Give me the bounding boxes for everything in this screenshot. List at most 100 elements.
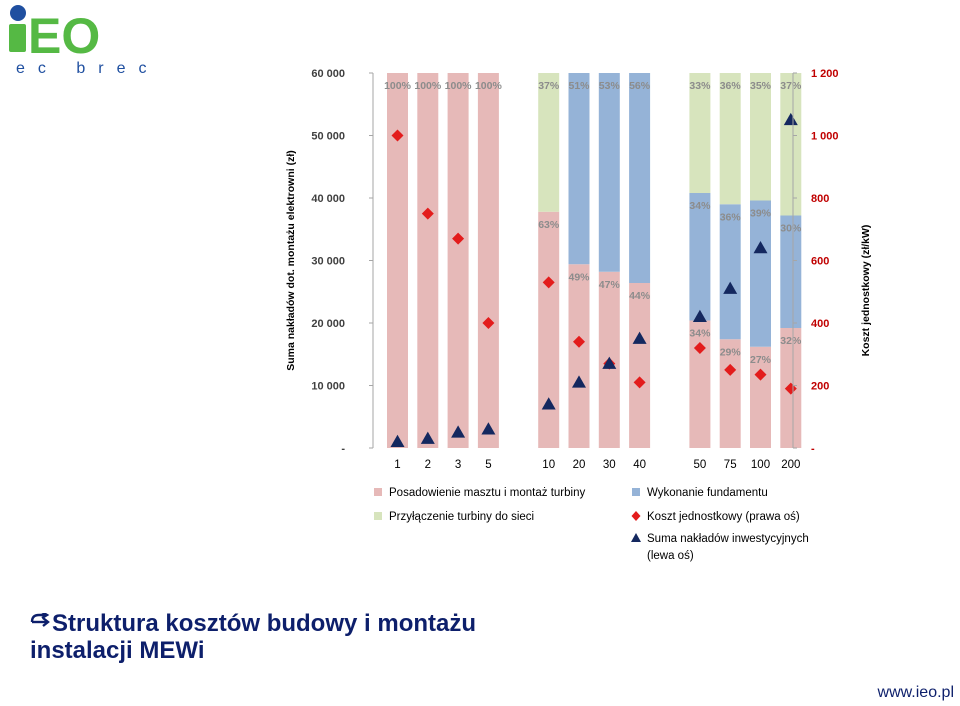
logo-subtitle: ec brec [16,60,160,77]
legend-label: Wykonanie fundamentu [647,487,768,499]
bar-segment [477,73,499,448]
logo-letters: EO [28,8,100,62]
bar-segment [719,204,741,340]
left-tick-label: 10 000 [311,381,345,393]
segment-label: 63% [538,219,560,231]
right-tick-label: 1 000 [811,131,839,143]
segment-labels-layer: 100% 100% 100% 100%63%37%49%51%47%53%44%56%… [384,80,802,366]
legend: Posadowienie masztu i montaż turbiny Wyko… [374,487,809,562]
segment-label: 35% [750,80,772,92]
bar-segment [568,73,590,265]
bar-segment [750,200,771,347]
bar-segment [387,73,408,448]
segment-label: 34% [689,200,711,212]
category-label: 75 [724,459,737,471]
legend-label: (lewa oś) [647,550,694,562]
category-label: 2 [425,459,431,471]
bar-segment [750,73,771,201]
bar-segment [689,193,711,321]
legend-swatch [374,488,382,496]
total-investment-marker [632,331,647,344]
unit-cost-marker [452,232,465,245]
segment-label: 36% [720,211,742,223]
left-tick-label: 50 000 [311,131,345,143]
bar-segment [689,73,711,193]
bar-segment [719,339,741,448]
website-link[interactable]: www.ieo.pl [877,684,954,701]
right-tick-label: 200 [811,381,829,393]
bar-segment [780,73,802,216]
legend-swatch [632,488,640,496]
bar-segment [629,283,651,448]
category-label: 3 [455,459,461,471]
total-investment-marker [783,112,798,126]
total-investment-marker [602,356,617,369]
category-label: 5 [485,459,491,471]
segment-label: 36% [720,80,742,92]
segment-label: 29% [720,346,742,358]
legend-label: Koszt jednostkowy (prawa oś) [647,511,800,523]
unit-cost-marker [754,368,767,381]
bar-segment [598,73,620,272]
bar-segment [689,320,711,448]
total-investment-marker [723,281,738,294]
segment-label: 39% [750,208,772,220]
total-investment-marker [692,309,707,322]
total-investment-marker [541,397,556,410]
legend-triangle-icon [631,533,641,542]
unit-cost-marker [633,376,646,389]
category-label: 1 [394,459,400,471]
markers-layer [390,112,798,447]
total-investment-marker [420,431,435,444]
legend-label: Posadowienie masztu i montaż turbiny [389,487,585,499]
bar-segment [780,215,802,328]
bar-segment [538,211,560,448]
unit-cost-marker [724,363,737,376]
unit-cost-marker [482,317,495,329]
bars-layer [387,73,802,448]
left-tick-label: 60 000 [311,68,345,80]
segment-label: 49% [568,271,590,283]
caption-line-2: instalacji MEWi [30,637,205,664]
cost-structure-chart: 100% 100% 100% 100%63%37%49%51%47%53%44%56%… [285,68,872,562]
bar-segment [629,73,651,283]
unit-cost-marker [693,342,706,354]
bar-segment [417,73,439,448]
total-investment-marker [390,434,405,447]
right-tick-label: 1 200 [811,68,839,80]
unit-cost-marker [391,129,404,142]
segment-label: 51% [568,80,590,92]
ieo-logo-mark: EO [9,5,100,64]
segment-label: 32% [780,335,802,347]
left-tick-label: 30 000 [311,256,345,268]
arrow-bullet-icon [30,610,52,637]
bar-segment [750,346,771,448]
segment-label: 30% [780,223,802,235]
total-investment-marker [481,422,496,435]
segment-label: 100% [445,80,473,92]
unit-cost-marker [542,276,555,289]
total-investment-marker [753,241,768,254]
bar-segment [719,73,741,205]
segment-label: 100% [414,80,442,92]
left-tick-label: 20 000 [311,318,345,330]
category-label: 10 [542,459,555,471]
category-label: 30 [603,459,616,471]
segment-label: 33% [689,80,711,92]
left-axis-title: Suma nakładów dot. montażu elektrowni (z… [285,150,297,371]
caption-line-1: Struktura kosztów budowy i montażu [52,610,477,637]
segment-label: 47% [599,279,621,291]
total-investment-marker [451,425,466,438]
category-label: 200 [781,459,800,471]
segment-label: 37% [538,80,560,92]
segment-label: 56% [629,80,651,92]
legend-label: Suma nakładów inwestycyjnych [647,533,809,545]
legend-swatch [374,512,382,520]
bar-segment [568,264,590,448]
right-tick-label: 600 [811,256,829,268]
left-tick-label: 40 000 [311,193,345,205]
segment-label: 100% [475,80,503,92]
segment-label: 27% [750,354,772,366]
segment-label: 34% [689,328,711,340]
